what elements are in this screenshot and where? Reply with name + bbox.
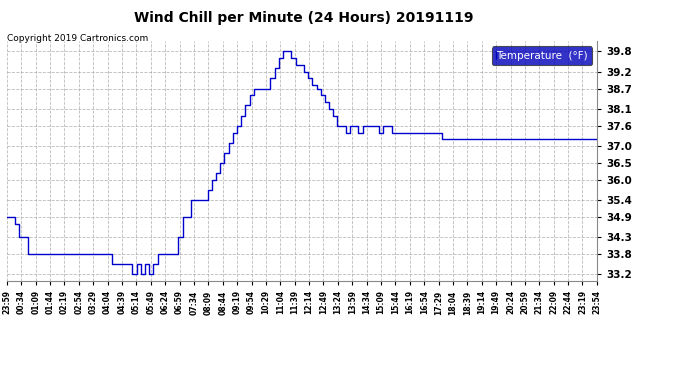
Legend: Temperature  (°F): Temperature (°F)	[492, 46, 591, 65]
Text: Copyright 2019 Cartronics.com: Copyright 2019 Cartronics.com	[7, 34, 148, 43]
Text: Wind Chill per Minute (24 Hours) 20191119: Wind Chill per Minute (24 Hours) 2019111…	[134, 11, 473, 25]
